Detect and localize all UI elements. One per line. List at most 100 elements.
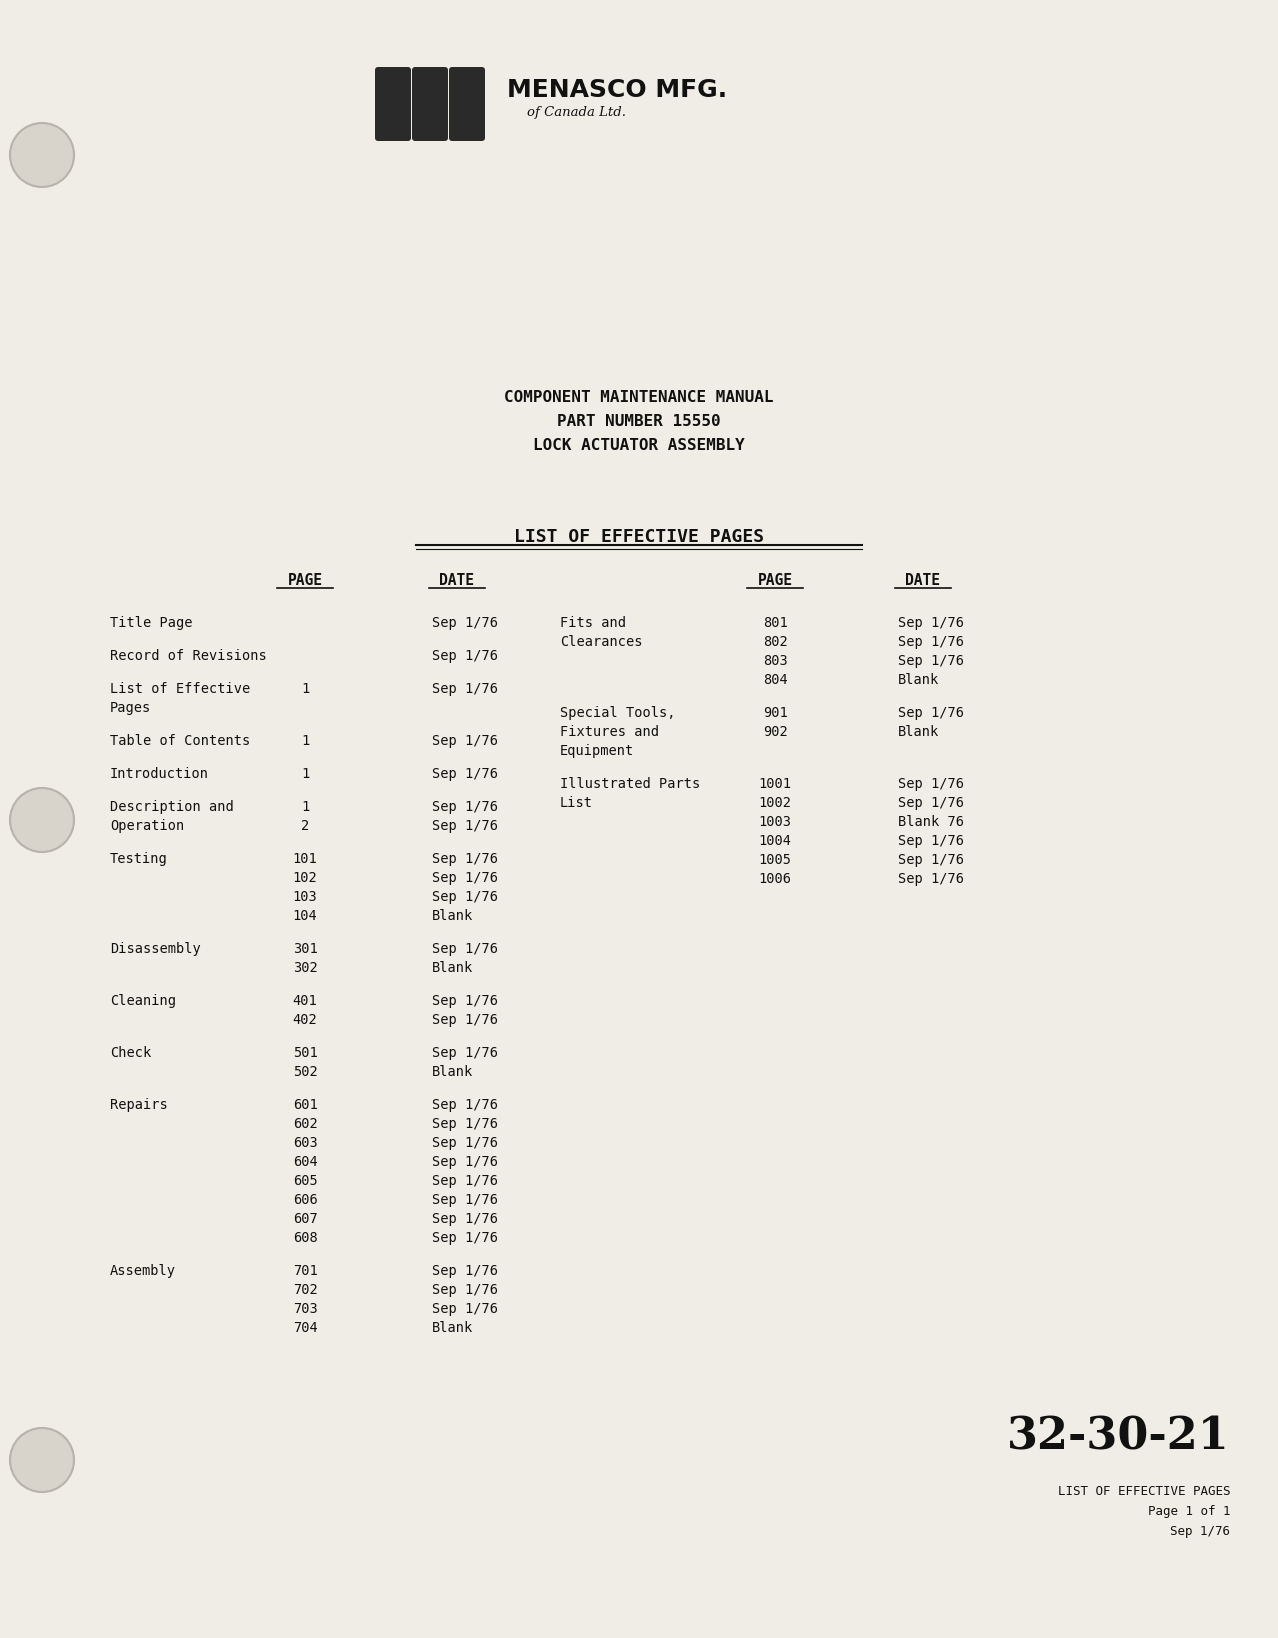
Text: Sep 1/76: Sep 1/76	[432, 889, 498, 904]
Text: Sep 1/76: Sep 1/76	[432, 1097, 498, 1112]
Text: Sep 1/76: Sep 1/76	[432, 1155, 498, 1170]
Text: 604: 604	[293, 1155, 317, 1170]
Text: Sep 1/76: Sep 1/76	[898, 616, 964, 631]
Text: 902: 902	[763, 726, 787, 739]
Text: Special Tools,: Special Tools,	[560, 706, 676, 721]
Text: of Canada Ltd.: of Canada Ltd.	[527, 106, 626, 120]
Text: 1: 1	[300, 681, 309, 696]
Text: 703: 703	[293, 1302, 317, 1315]
Text: 702: 702	[293, 1283, 317, 1297]
Text: List: List	[560, 796, 593, 811]
Text: 1: 1	[300, 799, 309, 814]
Circle shape	[10, 1428, 74, 1492]
Text: Sep 1/76: Sep 1/76	[432, 616, 498, 631]
Text: 602: 602	[293, 1117, 317, 1130]
FancyBboxPatch shape	[449, 67, 484, 141]
Text: PAGE: PAGE	[758, 573, 792, 588]
FancyBboxPatch shape	[412, 67, 449, 141]
Text: Sep 1/76: Sep 1/76	[898, 796, 964, 811]
Text: Assembly: Assembly	[110, 1265, 176, 1278]
Text: 1003: 1003	[759, 816, 791, 829]
Text: Sep 1/76: Sep 1/76	[432, 1283, 498, 1297]
Text: 608: 608	[293, 1232, 317, 1245]
Text: Title Page: Title Page	[110, 616, 193, 631]
Text: Sep 1/76: Sep 1/76	[432, 852, 498, 867]
Text: Blank: Blank	[432, 1320, 473, 1335]
Text: Disassembly: Disassembly	[110, 942, 201, 957]
Text: 803: 803	[763, 654, 787, 668]
Circle shape	[10, 123, 74, 187]
Text: PAGE: PAGE	[288, 573, 322, 588]
Text: Clearances: Clearances	[560, 636, 643, 649]
Text: 101: 101	[293, 852, 317, 867]
Text: 901: 901	[763, 706, 787, 721]
Text: MENASCO MFG.: MENASCO MFG.	[507, 79, 727, 102]
Text: 1004: 1004	[759, 834, 791, 848]
Text: Sep 1/76: Sep 1/76	[432, 799, 498, 814]
Text: 607: 607	[293, 1212, 317, 1225]
Text: LOCK ACTUATOR ASSEMBLY: LOCK ACTUATOR ASSEMBLY	[533, 437, 745, 454]
Text: Blank: Blank	[432, 1065, 473, 1079]
Text: Fixtures and: Fixtures and	[560, 726, 659, 739]
Text: Record of Revisions: Record of Revisions	[110, 649, 267, 663]
Text: Fits and: Fits and	[560, 616, 626, 631]
Text: Sep 1/76: Sep 1/76	[432, 994, 498, 1007]
Text: Sep 1/76: Sep 1/76	[432, 681, 498, 696]
Text: 2: 2	[300, 819, 309, 834]
Text: 1005: 1005	[759, 853, 791, 867]
Text: Sep 1/76: Sep 1/76	[898, 834, 964, 848]
Text: DATE: DATE	[906, 573, 941, 588]
Text: Introduction: Introduction	[110, 767, 210, 781]
Text: Description and: Description and	[110, 799, 234, 814]
Text: Sep 1/76: Sep 1/76	[432, 1265, 498, 1278]
Text: 605: 605	[293, 1174, 317, 1188]
Text: 401: 401	[293, 994, 317, 1007]
Text: 102: 102	[293, 871, 317, 885]
Text: COMPONENT MAINTENANCE MANUAL: COMPONENT MAINTENANCE MANUAL	[505, 390, 773, 405]
Text: 601: 601	[293, 1097, 317, 1112]
Text: 1001: 1001	[759, 776, 791, 791]
Text: 603: 603	[293, 1137, 317, 1150]
Text: Sep 1/76: Sep 1/76	[432, 649, 498, 663]
Text: Operation: Operation	[110, 819, 184, 834]
Text: Sep 1/76: Sep 1/76	[1169, 1525, 1229, 1538]
Text: 301: 301	[293, 942, 317, 957]
Text: 1: 1	[300, 734, 309, 749]
Text: Blank: Blank	[432, 909, 473, 922]
Text: Equipment: Equipment	[560, 744, 634, 758]
Text: 103: 103	[293, 889, 317, 904]
Text: Repairs: Repairs	[110, 1097, 167, 1112]
Text: Sep 1/76: Sep 1/76	[432, 871, 498, 885]
Text: Sep 1/76: Sep 1/76	[432, 1212, 498, 1225]
Text: Sep 1/76: Sep 1/76	[432, 767, 498, 781]
Text: 302: 302	[293, 962, 317, 975]
Text: Sep 1/76: Sep 1/76	[432, 1302, 498, 1315]
Text: Blank: Blank	[898, 673, 939, 686]
Text: Cleaning: Cleaning	[110, 994, 176, 1007]
Text: Sep 1/76: Sep 1/76	[432, 819, 498, 834]
Text: Blank 76: Blank 76	[898, 816, 964, 829]
Text: Sep 1/76: Sep 1/76	[432, 1174, 498, 1188]
Text: 402: 402	[293, 1012, 317, 1027]
Text: Testing: Testing	[110, 852, 167, 867]
FancyBboxPatch shape	[374, 67, 412, 141]
Text: Sep 1/76: Sep 1/76	[432, 1047, 498, 1060]
Text: Page 1 of 1: Page 1 of 1	[1148, 1505, 1229, 1518]
Text: Illustrated Parts: Illustrated Parts	[560, 776, 700, 791]
Text: 704: 704	[293, 1320, 317, 1335]
Text: Blank: Blank	[898, 726, 939, 739]
Text: Sep 1/76: Sep 1/76	[898, 871, 964, 886]
Text: Table of Contents: Table of Contents	[110, 734, 250, 749]
Text: 1: 1	[300, 767, 309, 781]
Text: Pages: Pages	[110, 701, 151, 716]
Text: Sep 1/76: Sep 1/76	[898, 636, 964, 649]
Text: 104: 104	[293, 909, 317, 922]
Text: Sep 1/76: Sep 1/76	[432, 1192, 498, 1207]
Text: List of Effective: List of Effective	[110, 681, 250, 696]
Text: LIST OF EFFECTIVE PAGES: LIST OF EFFECTIVE PAGES	[514, 527, 764, 545]
Text: 802: 802	[763, 636, 787, 649]
Text: 701: 701	[293, 1265, 317, 1278]
Text: 804: 804	[763, 673, 787, 686]
Text: Sep 1/76: Sep 1/76	[432, 1232, 498, 1245]
Text: Sep 1/76: Sep 1/76	[432, 1137, 498, 1150]
